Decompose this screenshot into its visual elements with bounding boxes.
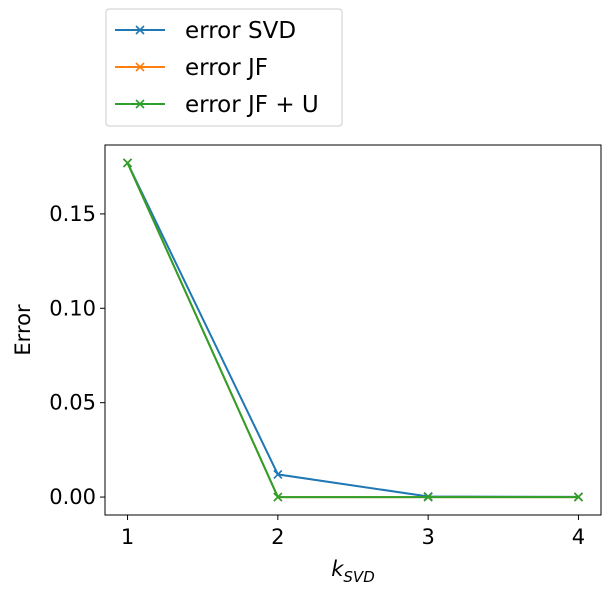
x-tick-label: 4: [572, 525, 585, 549]
plot-frame: [104, 144, 602, 516]
legend-label: error SVD: [185, 18, 296, 44]
legend-label: error JF + U: [185, 92, 319, 118]
x-axis-label: kSVD: [331, 557, 375, 586]
data-point-marker: [273, 492, 283, 502]
x-tick-label: 1: [121, 525, 134, 549]
y-tick-label: 0.00: [49, 485, 96, 509]
x-tick-label: 3: [421, 525, 434, 549]
legend-marker: [135, 25, 145, 35]
y-tick-label: 0.10: [49, 296, 96, 320]
data-point-marker: [273, 469, 283, 479]
plot-area: 1 2 3 4 0.00 0.05 0.10 0.15: [49, 144, 602, 549]
legend-marker: [135, 99, 145, 109]
series-line-1: [126, 162, 579, 498]
data-point-marker: [122, 158, 133, 168]
series-line-3: [126, 162, 579, 499]
legend-frame: [105, 8, 343, 127]
legend-label: error JF: [185, 55, 268, 81]
data-point-marker: [573, 492, 584, 502]
legend-marker: [135, 62, 145, 72]
y-axis-label: Error: [11, 304, 35, 356]
data-point-marker: [423, 492, 433, 502]
x-axis-label-subscript: SVD: [343, 568, 374, 586]
y-tick-label: 0.05: [49, 391, 96, 415]
x-axis-label-main: k: [331, 557, 344, 581]
y-tick-label: 0.15: [49, 202, 96, 226]
legend: error SVD error JF error JF + U: [105, 8, 343, 127]
x-tick-label: 2: [271, 525, 284, 549]
series-line-2: [126, 162, 579, 499]
